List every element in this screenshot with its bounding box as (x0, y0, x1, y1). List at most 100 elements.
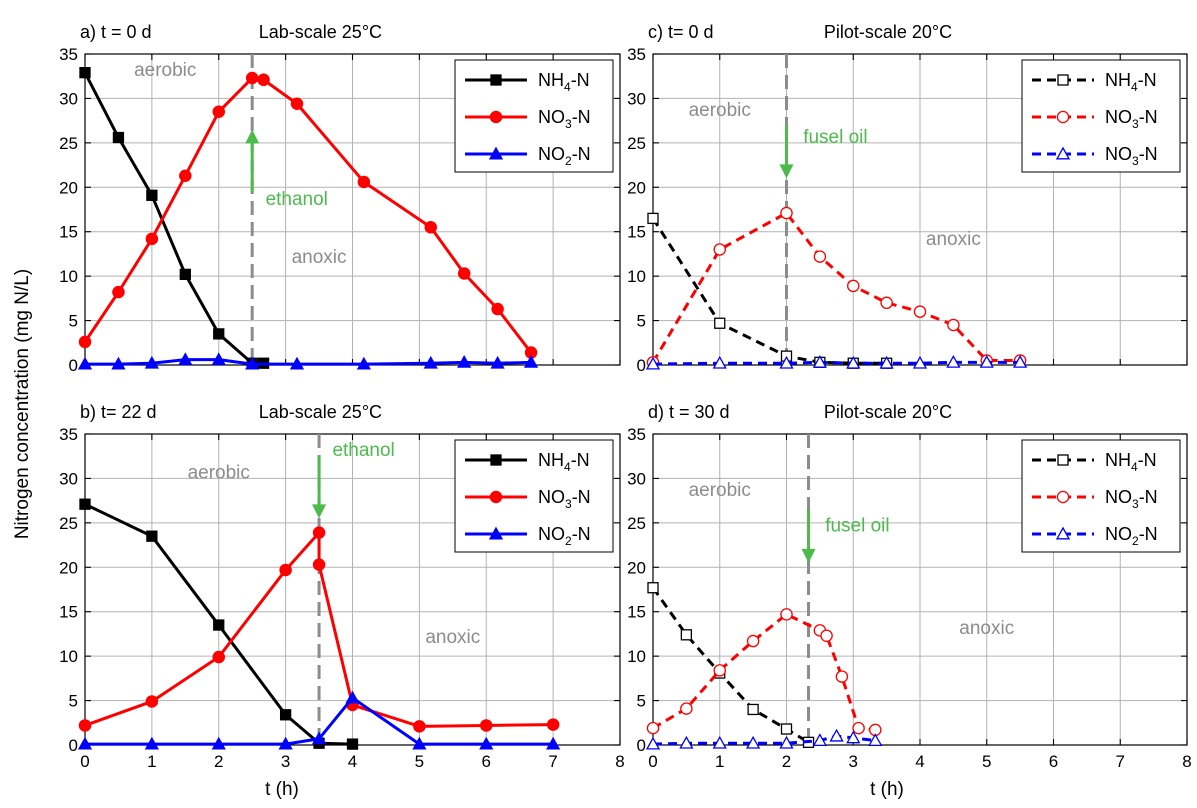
legend-marker (1056, 110, 1070, 124)
y-tick-label: 15 (59, 223, 78, 242)
data-point (423, 355, 438, 369)
legend-entry: NO3-N (538, 487, 591, 511)
legend-entry: NH4-N (1105, 450, 1157, 474)
data-point (680, 629, 693, 641)
legend-marker (488, 146, 504, 160)
data-point (1013, 354, 1028, 368)
legend: NH4-N NO3-N NO2-N (454, 439, 614, 553)
chart-panel-2: 0 5 10 15 20 25 30 35c) t= 0 d Pilot-scale 20°C a… (627, 22, 1188, 375)
data-point (279, 563, 292, 577)
legend-marker (1055, 146, 1071, 160)
panel-label: d) t = 30 d (648, 402, 730, 422)
y-tick-label: 35 (627, 45, 646, 64)
data-point (645, 736, 661, 750)
legend-entry-subscript: 2 (1132, 534, 1139, 548)
chart-title: Pilot-scale 20°C (824, 402, 952, 422)
legend-entry: NH4-N (538, 450, 590, 474)
y-tick-label: 10 (59, 647, 78, 666)
dosing-label: fusel oil (825, 516, 889, 537)
legend-entry-subscript: 3 (1132, 497, 1139, 511)
legend-entry-suffix: -N (1139, 487, 1158, 507)
legend-entry-suffix: -N (1138, 450, 1157, 470)
dosing-label: fusel oil (803, 127, 867, 148)
legend-entry-base: NO (1105, 524, 1132, 544)
dosing-arrow-head (779, 164, 794, 179)
data-point (846, 355, 861, 369)
y-tick-label: 15 (59, 603, 78, 622)
data-point (880, 296, 893, 310)
legend-entry-base: NH (538, 450, 564, 470)
x-axis-label-left: t (h) (265, 779, 299, 800)
data-point (457, 354, 472, 368)
data-point (245, 71, 259, 85)
legend-entry: NH4-N (1105, 70, 1157, 94)
series-line-3 (652, 360, 1021, 366)
data-point (780, 608, 793, 621)
x-tick-label: 5 (982, 752, 991, 771)
series-line-2 (651, 211, 1021, 364)
legend-entry: NO3-N (1105, 107, 1158, 131)
data-point (680, 702, 693, 715)
phase-annotation: aerobic (188, 462, 250, 483)
data-point (77, 356, 93, 370)
series-line-3 (652, 734, 876, 746)
data-point (413, 720, 426, 733)
data-point (779, 355, 794, 369)
legend-entry: NO3-N (1105, 487, 1158, 511)
y-tick-label: 25 (627, 514, 646, 533)
y-axis-label: Nitrogen concentration (mg N/L) (12, 269, 33, 539)
legend-entry-suffix: -N (1138, 70, 1157, 90)
legend-marker (489, 490, 503, 504)
data-point (179, 268, 191, 281)
data-point (290, 97, 304, 111)
x-tick-label: 5 (415, 752, 424, 771)
data-point (647, 212, 659, 225)
phase-annotation: aerobic (689, 100, 751, 121)
legend-entry-base: NO (538, 144, 565, 164)
legend-entry-subscript: 2 (565, 534, 572, 548)
data-point (312, 526, 326, 539)
data-point (913, 305, 927, 318)
y-tick-label: 25 (627, 134, 646, 153)
data-point (491, 302, 504, 316)
data-point (546, 718, 560, 731)
legend-marker (490, 74, 502, 86)
data-point (523, 354, 539, 368)
panel-label: c) t= 0 d (648, 22, 714, 42)
chart-panel-1: 0 5 10 15 20 25 30 35a) t = 0 d Lab-scale 25°C ae… (59, 22, 621, 375)
y-tick-label: 25 (59, 134, 78, 153)
x-tick-label: 3 (281, 752, 290, 771)
phase-annotation: anoxic (425, 627, 480, 648)
data-point (346, 738, 359, 750)
data-point (835, 670, 849, 683)
legend-entry-base: NH (1105, 70, 1131, 90)
legend-entry-base: NH (538, 70, 564, 90)
chart-title: Pilot-scale 20°C (824, 22, 952, 42)
data-point (746, 735, 761, 749)
panel-label: b) t= 22 d (80, 402, 157, 422)
data-point (412, 736, 427, 750)
legend-marker (1056, 490, 1070, 504)
y-tick-label: 10 (627, 647, 646, 666)
data-point (979, 354, 994, 368)
x-tick-label: 2 (782, 752, 791, 771)
series-line-1 (83, 71, 264, 365)
data-point (311, 731, 327, 745)
panel-label: a) t = 0 d (80, 22, 152, 42)
data-point (779, 735, 794, 749)
dosing-arrow-head (245, 129, 260, 144)
data-point (679, 735, 694, 749)
data-point (245, 356, 260, 370)
x-tick-label: 4 (348, 752, 357, 771)
legend-entry: NO2-N (1105, 524, 1158, 548)
x-tick-label: 3 (849, 752, 858, 771)
data-point (144, 355, 159, 369)
legend-entry: NO2-N (538, 524, 591, 548)
legend-entry-suffix: -N (572, 107, 591, 127)
y-tick-label: 5 (69, 692, 78, 711)
y-tick-label: 5 (69, 312, 78, 331)
legend-entry-suffix: -N (572, 524, 591, 544)
series-line-2 (84, 531, 554, 728)
legend-entry-base: NO (538, 107, 565, 127)
